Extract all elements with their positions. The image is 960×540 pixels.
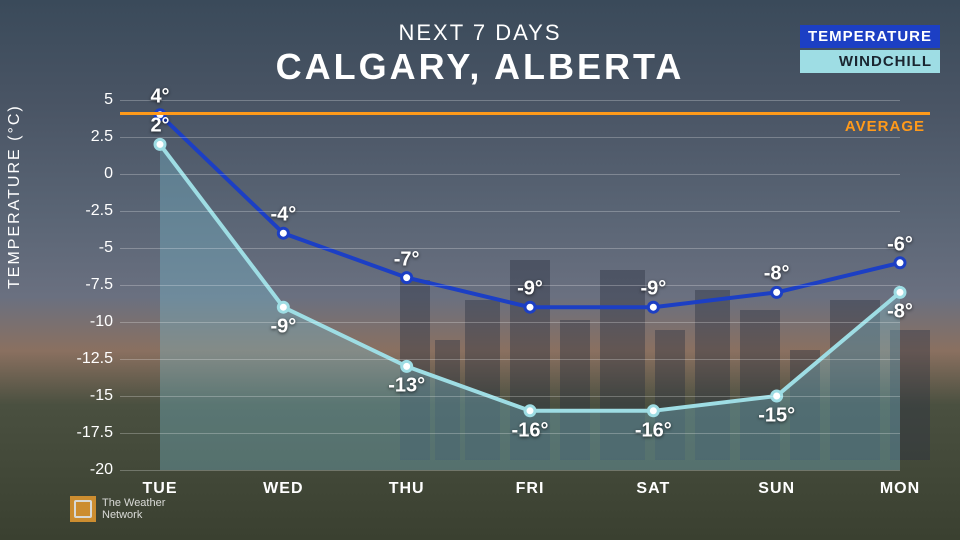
windchill-value-label: -9° — [270, 316, 296, 339]
x-tick-label: FRI — [516, 480, 545, 498]
legend: TEMPERATURE WINDCHILL — [800, 25, 940, 75]
y-axis-label: TEMPERATURE (°C) — [6, 104, 24, 289]
grid-line — [120, 137, 900, 138]
temperature-value-label: -6° — [887, 233, 913, 256]
grid-line — [120, 396, 900, 397]
temperature-value-label: 4° — [150, 85, 169, 108]
y-tick-label: 2.5 — [65, 128, 113, 146]
x-tick-label: SUN — [758, 480, 795, 498]
windchill-value-label: 2° — [150, 115, 169, 138]
legend-temperature: TEMPERATURE — [800, 25, 940, 48]
average-line — [120, 112, 930, 115]
temperature-value-label: -4° — [270, 204, 296, 227]
logo-text: The Weather Network — [102, 497, 165, 521]
average-label: AVERAGE — [845, 118, 925, 135]
y-tick-label: -2.5 — [65, 202, 113, 220]
y-tick-label: -7.5 — [65, 276, 113, 294]
temperature-value-label: -9° — [640, 278, 666, 301]
windchill-value-label: -8° — [887, 301, 913, 324]
windchill-value-label: -16° — [512, 419, 549, 442]
windchill-point — [155, 139, 165, 149]
temperature-point — [648, 302, 658, 312]
temperature-point — [402, 273, 412, 283]
windchill-point — [895, 287, 905, 297]
temperature-value-label: -9° — [517, 278, 543, 301]
windchill-point — [648, 406, 658, 416]
windchill-point — [278, 302, 288, 312]
windchill-point — [402, 361, 412, 371]
windchill-value-label: -13° — [388, 375, 425, 398]
x-tick-label: THU — [389, 480, 425, 498]
windchill-point — [525, 406, 535, 416]
grid-line — [120, 433, 900, 434]
x-tick-label: WED — [263, 480, 303, 498]
y-tick-label: 0 — [65, 165, 113, 183]
x-tick-label: MON — [880, 480, 920, 498]
temperature-chart: 52.50-2.5-5-7.5-10-12.5-15-17.5-20TUEWED… — [120, 100, 930, 470]
y-tick-label: -10 — [65, 313, 113, 331]
y-tick-label: -17.5 — [65, 424, 113, 442]
windchill-value-label: -16° — [635, 419, 672, 442]
grid-line — [120, 322, 900, 323]
grid-line — [120, 248, 900, 249]
grid-line — [120, 174, 900, 175]
y-tick-label: -12.5 — [65, 350, 113, 368]
temperature-point — [525, 302, 535, 312]
temperature-value-label: -7° — [394, 248, 420, 271]
temperature-value-label: -8° — [764, 263, 790, 286]
y-tick-label: -20 — [65, 461, 113, 479]
grid-line — [120, 470, 900, 471]
temperature-point — [278, 228, 288, 238]
grid-line — [120, 359, 900, 360]
weather-network-logo: The Weather Network — [70, 496, 165, 522]
x-tick-label: SAT — [636, 480, 670, 498]
legend-windchill: WINDCHILL — [800, 50, 940, 73]
grid-line — [120, 100, 900, 101]
temperature-point — [895, 258, 905, 268]
y-tick-label: -15 — [65, 387, 113, 405]
grid-line — [120, 211, 900, 212]
temperature-point — [772, 287, 782, 297]
y-tick-label: 5 — [65, 91, 113, 109]
y-tick-label: -5 — [65, 239, 113, 257]
logo-icon — [70, 496, 96, 522]
windchill-value-label: -15° — [758, 405, 795, 428]
